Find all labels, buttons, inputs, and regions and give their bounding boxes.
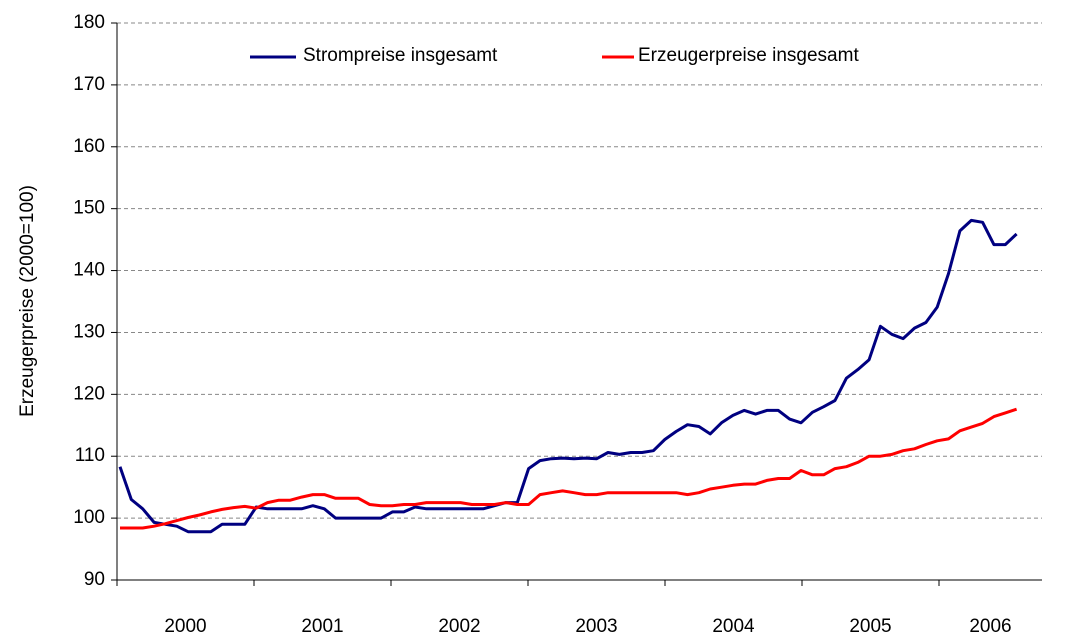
y-axis-title: Erzeugerpreise (2000=100) [17, 185, 38, 417]
x-tick-label: 2002 [438, 616, 480, 637]
y-tick-label: 150 [73, 198, 105, 219]
y-tick-label: 100 [73, 507, 105, 528]
legend-label: Erzeugerpreise insgesamt [638, 45, 859, 66]
y-tick-label: 90 [84, 569, 105, 590]
y-tick-label: 120 [73, 383, 105, 404]
y-tick-label: 110 [75, 445, 105, 466]
x-tick-label: 2000 [164, 616, 206, 637]
x-tick-label: 2006 [969, 616, 1011, 637]
y-tick-label: 180 [73, 12, 105, 33]
legend-label: Strompreise insgesamt [303, 45, 498, 66]
y-tick-label: 140 [73, 260, 105, 281]
x-tick-label: 2003 [575, 616, 617, 637]
y-tick-label: 170 [73, 74, 105, 95]
x-tick-label: 2004 [712, 616, 755, 637]
series-line [118, 218, 1018, 534]
series-line [120, 407, 1018, 530]
x-tick-label: 2001 [301, 616, 343, 637]
x-tick-label: 2005 [849, 616, 891, 637]
y-tick-label: 130 [73, 321, 105, 342]
y-tick-label: 160 [73, 136, 105, 157]
